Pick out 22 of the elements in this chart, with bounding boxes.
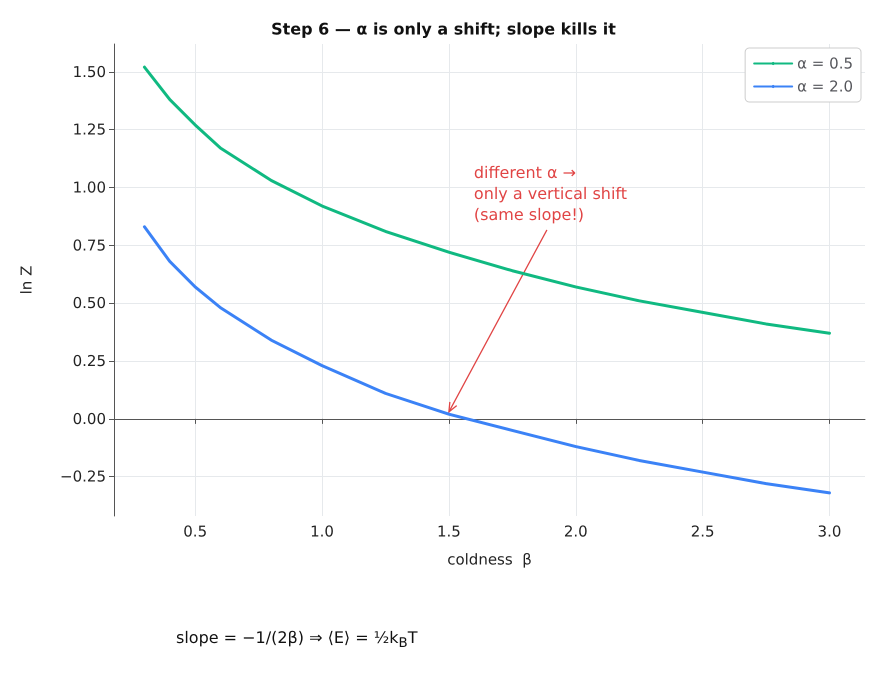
y-tick-label: 1.50	[72, 62, 106, 81]
y-axis-title: ln Z	[18, 266, 36, 294]
x-tick-label: 1.5	[436, 522, 461, 540]
legend-label: α = 0.5	[797, 54, 854, 72]
x-tick-label: 2.5	[690, 522, 715, 540]
chart-title: Step 6 — α is only a shift; slope kills it	[271, 20, 616, 38]
annotation: different α → only a vertical shift (same slope!)	[474, 162, 628, 224]
text: slope = −1/(2β) ⇒ ⟨E⟩ = ½k$_{B}$T	[176, 628, 418, 652]
legend-label: α = 2.0	[797, 78, 854, 96]
x-tick-label: 2.0	[564, 522, 588, 540]
y-tick-label: 1.00	[72, 178, 106, 196]
y-tick-label: 0.75	[72, 236, 106, 254]
y-tick-label: 1.25	[72, 120, 106, 139]
y-tick-label: −0.25	[60, 468, 106, 486]
y-tick-label: 0.50	[72, 294, 106, 312]
line-series	[142, 225, 831, 494]
x-axis-title: coldness β	[447, 550, 532, 568]
x-tick-label: 1.0	[310, 522, 334, 540]
x-tick-label: 0.5	[183, 522, 208, 540]
x-tick-label: 3.0	[818, 522, 842, 540]
y-tick-label: 0.25	[72, 352, 106, 370]
y-tick-label: 0.00	[72, 410, 106, 428]
